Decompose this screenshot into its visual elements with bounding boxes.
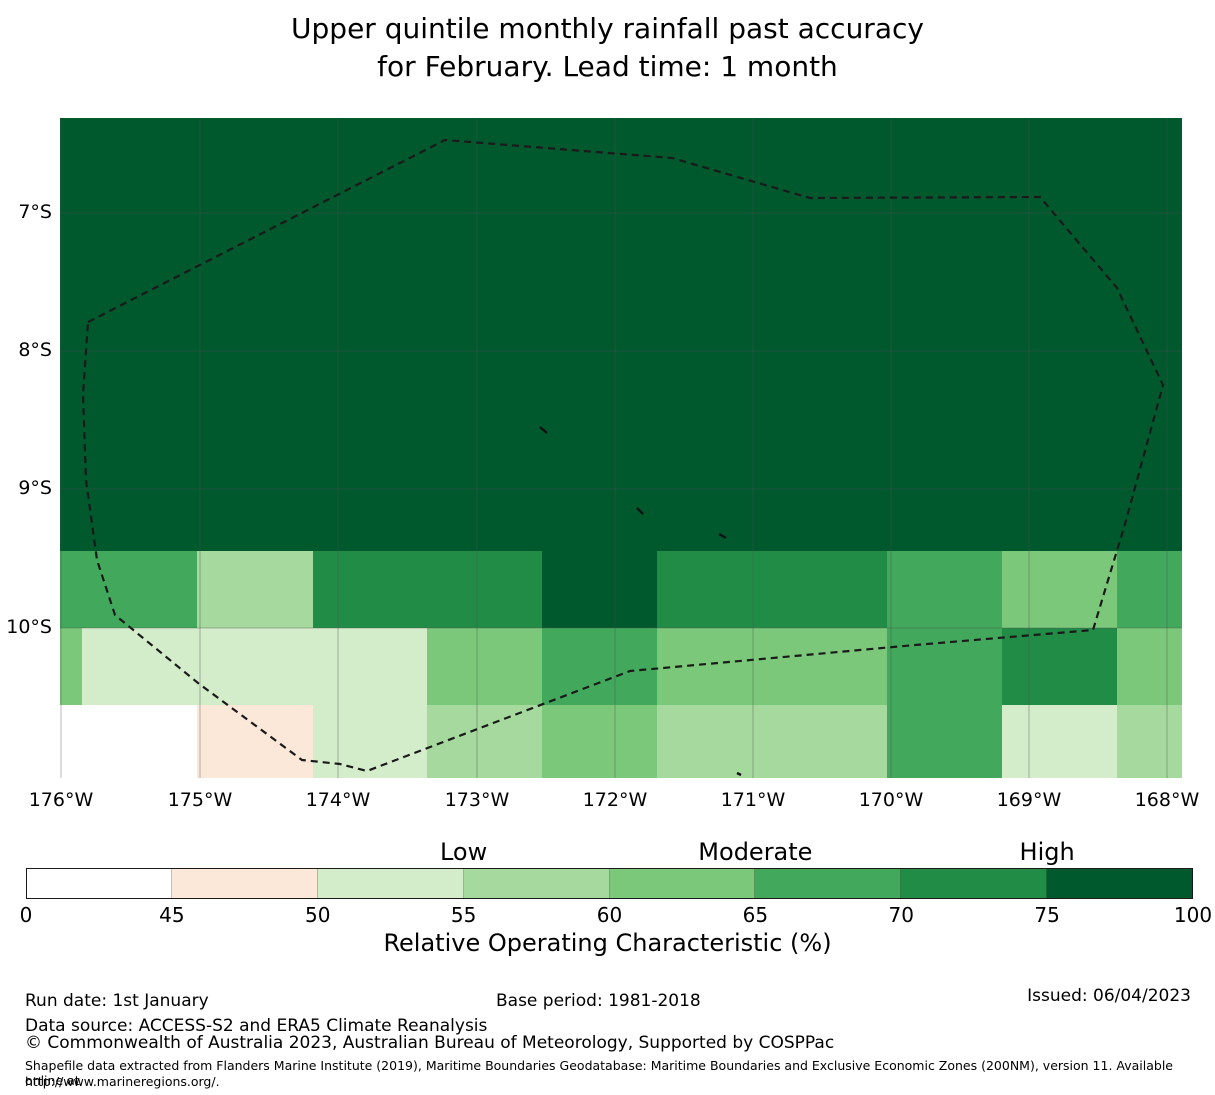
- colorbar-tick-label: 0: [19, 903, 33, 927]
- colorbar-segment: [1047, 868, 1193, 899]
- map-cell: [82, 628, 427, 705]
- map-cell: [1002, 705, 1117, 778]
- map-cell: [313, 705, 427, 778]
- map-cell: [60, 551, 197, 628]
- colorbar-tick-label: 60: [596, 903, 623, 927]
- x-tick-label: 172°W: [582, 789, 648, 811]
- map-cell: [657, 551, 887, 628]
- colorbar-group-label: Moderate: [698, 838, 813, 866]
- map-cell: [542, 628, 657, 705]
- colorbar-tick-label: 65: [742, 903, 769, 927]
- copyright-text: © Commonwealth of Australia 2023, Austra…: [25, 1033, 835, 1053]
- map-cell: [1117, 628, 1182, 705]
- issued-date-text: Issued: 06/04/2023: [1027, 986, 1191, 1006]
- colorbar-tick-label: 70: [888, 903, 914, 927]
- x-tick-label: 176°W: [28, 789, 94, 811]
- map-cell: [542, 551, 657, 628]
- map-cell: [542, 705, 657, 778]
- chart-title-line2: for February. Lead time: 1 month: [377, 50, 838, 83]
- map-cell: [887, 551, 1002, 628]
- colorbar-segment: [317, 868, 464, 899]
- map-cell: [1117, 551, 1182, 628]
- map-cell: [657, 628, 887, 705]
- colorbar-group-label: Low: [439, 838, 488, 866]
- colorbar-segment: [26, 868, 172, 899]
- colorbar-tick-label: 100: [1173, 903, 1213, 927]
- base-period-text: Base period: 1981-2018: [496, 991, 701, 1011]
- x-tick-label: 169°W: [996, 789, 1062, 811]
- map-cell: [887, 705, 1002, 778]
- map-cell: [197, 705, 313, 778]
- x-tick-label: 175°W: [167, 789, 233, 811]
- y-tick-label: 9°S: [18, 477, 52, 499]
- map-cell: [313, 551, 542, 628]
- map-cell: [657, 705, 887, 778]
- x-tick-label: 168°W: [1134, 789, 1200, 811]
- colorbar-frame: [26, 868, 1193, 899]
- y-tick-label: 8°S: [18, 339, 52, 361]
- y-tick-label: 10°S: [6, 616, 52, 638]
- map-cell: [427, 628, 542, 705]
- map-cell: [1002, 551, 1117, 628]
- colorbar-segment: [609, 868, 756, 899]
- map-cell: [1117, 705, 1182, 778]
- colorbar-tick-label: 45: [159, 903, 185, 927]
- map-cell: [197, 551, 313, 628]
- map-cell: [60, 705, 197, 778]
- map-cell: [60, 628, 82, 705]
- x-tick-label: 173°W: [444, 789, 510, 811]
- colorbar-segment: [463, 868, 610, 899]
- map-cell: [427, 705, 542, 778]
- colorbar-group-label: High: [1019, 838, 1075, 866]
- colorbar-axis-label: Relative Operating Characteristic (%): [383, 929, 832, 957]
- colorbar-segment: [901, 868, 1048, 899]
- data-source-text: Data source: ACCESS-S2 and ERA5 Climate …: [25, 1016, 488, 1036]
- map-cell: [60, 118, 1182, 551]
- colorbar-segment: [755, 868, 902, 899]
- y-tick-label: 7°S: [18, 201, 52, 223]
- shapefile-attribution-line1: Shapefile data extracted from Flanders M…: [25, 1058, 1173, 1088]
- chart-title-line1: Upper quintile monthly rainfall past acc…: [291, 12, 924, 45]
- x-tick-label: 171°W: [720, 789, 786, 811]
- x-tick-label: 174°W: [305, 789, 371, 811]
- colorbar-tick-label: 50: [305, 903, 331, 927]
- run-date-text: Run date: 1st January: [25, 991, 209, 1011]
- colorbar-tick-label: 55: [450, 903, 477, 927]
- x-tick-label: 170°W: [858, 789, 924, 811]
- colorbar-segment: [171, 868, 318, 899]
- colorbar-tick-label: 75: [1034, 903, 1060, 927]
- map-cell: [1002, 628, 1117, 705]
- shapefile-attribution-line2: http://www.marineregions.org/.: [25, 1074, 220, 1089]
- map-cell: [887, 628, 1002, 705]
